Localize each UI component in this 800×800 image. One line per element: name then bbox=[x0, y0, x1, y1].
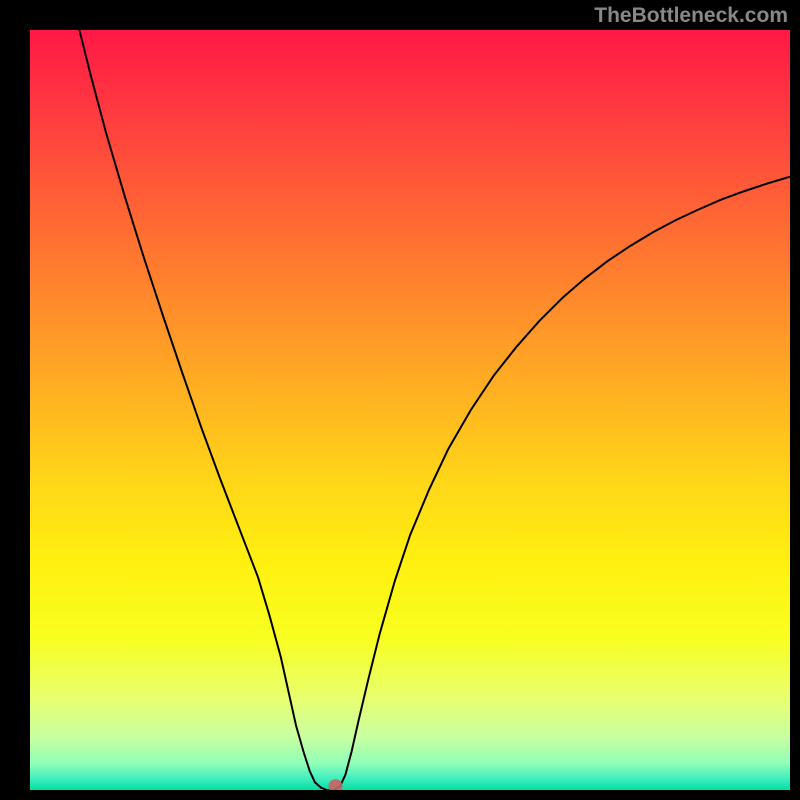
gradient-background bbox=[30, 30, 790, 790]
bottleneck-curve-chart bbox=[30, 30, 790, 790]
chart-container: TheBottleneck.com bbox=[0, 0, 800, 800]
watermark-text: TheBottleneck.com bbox=[594, 4, 788, 28]
plot-area bbox=[30, 30, 790, 790]
